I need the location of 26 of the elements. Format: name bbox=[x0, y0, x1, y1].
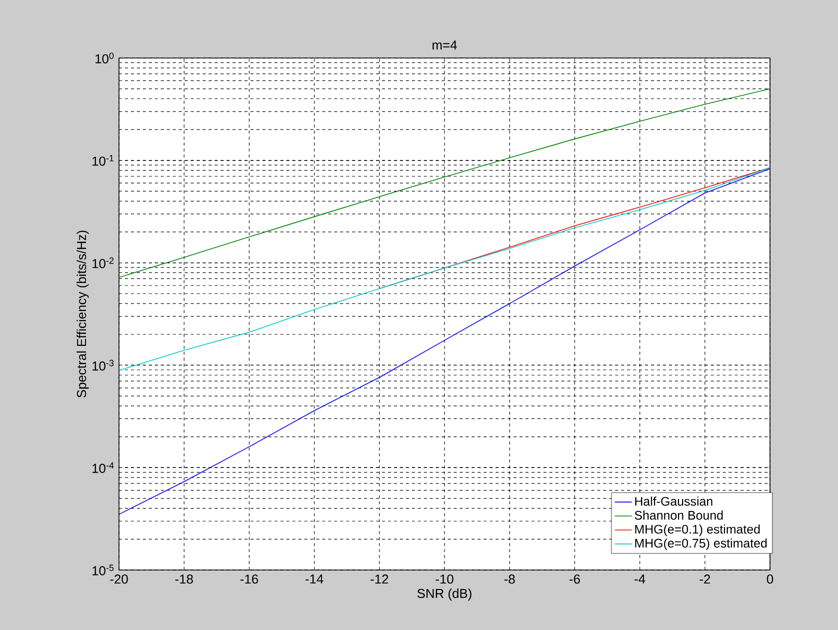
legend-label: Half-Gaussian bbox=[635, 496, 712, 506]
x-axis-title: SNR (dB) bbox=[417, 588, 472, 601]
x-tick-label: 0 bbox=[766, 574, 774, 584]
y-tick-label: 10$^{-3}$ bbox=[92, 360, 114, 371]
x-tick-label: -20 bbox=[110, 574, 128, 584]
y-tick-label: 10$^{-2}$ bbox=[92, 257, 114, 268]
chart-title: m=4 bbox=[432, 40, 457, 50]
x-tick-label: -16 bbox=[240, 574, 258, 584]
line-series bbox=[119, 88, 770, 278]
x-tick-label: -6 bbox=[570, 574, 580, 584]
x-tick-label: -18 bbox=[175, 574, 193, 584]
y-tick-label: 10$^{-1}$ bbox=[92, 155, 114, 166]
legend-label: MHG(e=0.75) estimated bbox=[635, 538, 767, 550]
y-tick-label: 10$^{0}$ bbox=[96, 52, 114, 64]
x-tick-label: -4 bbox=[634, 574, 646, 584]
y-tick-label: 10$^{-5}$ bbox=[92, 564, 114, 576]
x-tick-label: -8 bbox=[504, 574, 515, 584]
y-tick-label: 10$^{-4}$ bbox=[92, 462, 114, 473]
line-series bbox=[119, 167, 770, 371]
y-axis-title: Spectral Efficiency (bits/s/Hz) bbox=[76, 230, 89, 398]
legend-label: Shannon Bound bbox=[634, 510, 723, 520]
x-tick-label: -12 bbox=[370, 574, 388, 584]
x-tick-label: -2 bbox=[700, 574, 710, 584]
x-tick-label: -10 bbox=[436, 574, 454, 584]
legend-label: MHG(e=0.1) estimated bbox=[635, 524, 760, 536]
x-tick-label: -14 bbox=[306, 574, 324, 584]
